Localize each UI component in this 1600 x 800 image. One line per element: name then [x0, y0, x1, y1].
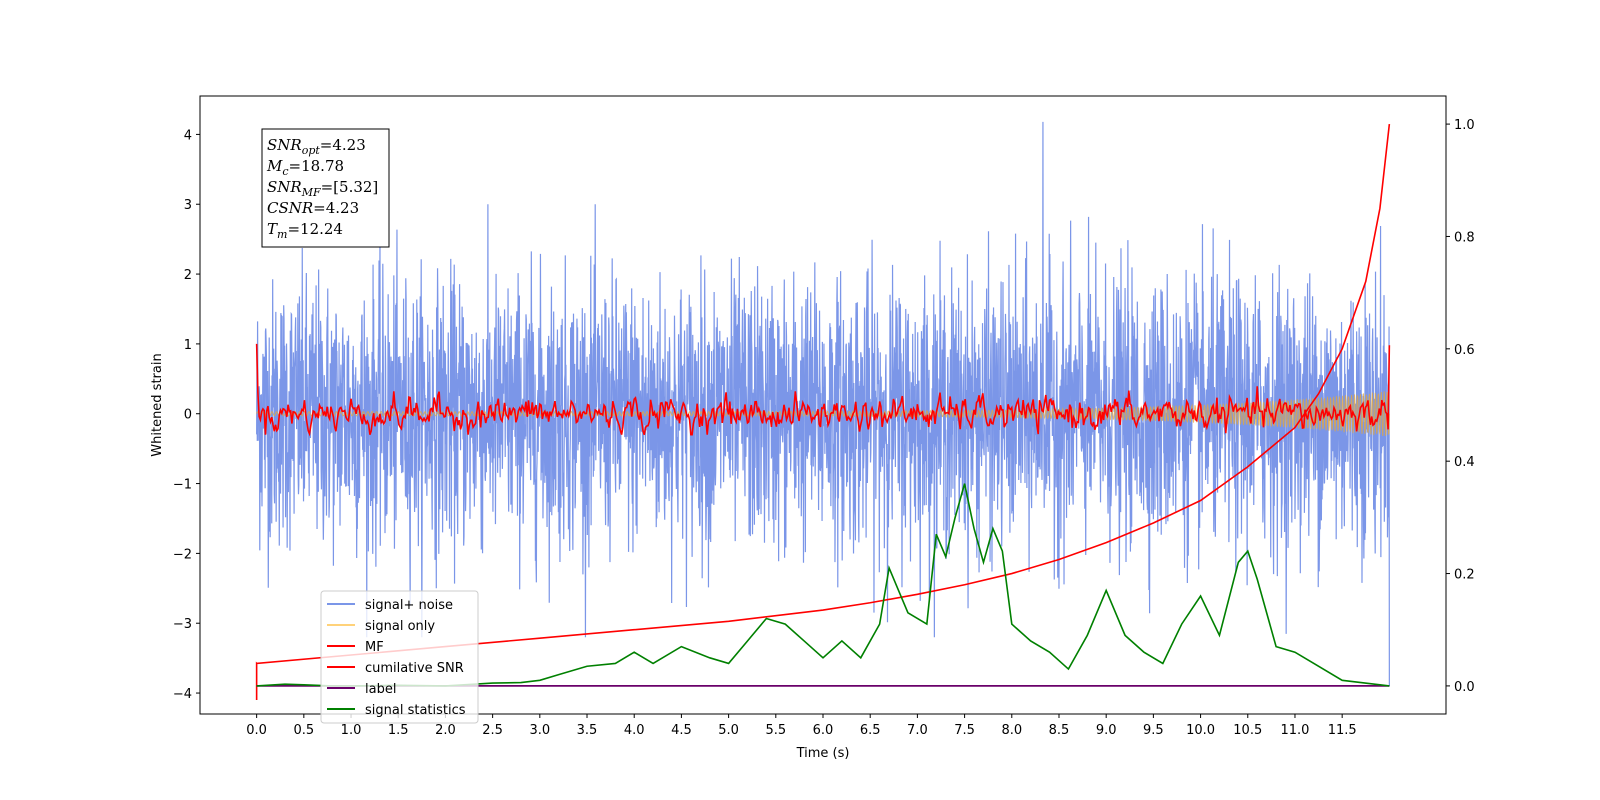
x-tick-label: 2.5 — [482, 723, 503, 738]
annotation-line: SNRMF=[5.32] — [267, 178, 378, 199]
x-tick-label: 0.5 — [293, 723, 314, 738]
x-tick-label: 9.0 — [1096, 723, 1117, 738]
y2-tick-label: 0.8 — [1454, 230, 1475, 245]
x-tick-label: 9.5 — [1143, 723, 1164, 738]
y2-tick-label: 0.2 — [1454, 568, 1475, 583]
y2-tick-label: 0.6 — [1454, 343, 1475, 358]
y-axis-left: 4 3 2 1 0 −1 −2 −3 −4 — [173, 128, 200, 702]
y-tick-label: −3 — [173, 617, 192, 632]
x-tick-label: 5.0 — [718, 723, 739, 738]
x-tick-label: 7.0 — [907, 723, 928, 738]
x-tick-label: 6.0 — [813, 723, 834, 738]
x-tick-label: 1.0 — [341, 723, 362, 738]
y2-tick-label: 0.0 — [1454, 680, 1475, 695]
y-axis-right: 1.0 0.8 0.6 0.4 0.2 0.0 — [1446, 118, 1475, 695]
x-tick-label: 10.0 — [1186, 723, 1215, 738]
x-tick-label: 7.5 — [954, 723, 975, 738]
x-tick-label: 10.5 — [1233, 723, 1262, 738]
y-tick-label: −4 — [173, 687, 192, 702]
y-axis-label: Whitened strain — [150, 353, 165, 456]
x-tick-label: 11.0 — [1280, 723, 1309, 738]
x-tick-label: 5.5 — [765, 723, 786, 738]
annotation-line: Tm=12.24 — [267, 220, 343, 241]
x-tick-label: 1.5 — [388, 723, 409, 738]
x-tick-label: 4.0 — [624, 723, 645, 738]
y2-tick-label: 0.4 — [1454, 455, 1475, 470]
y-tick-label: −1 — [173, 478, 192, 493]
x-tick-label: 0.0 — [246, 723, 267, 738]
x-axis-label: Time (s) — [796, 746, 850, 761]
annotation-line: CSNR=4.23 — [267, 199, 359, 217]
legend-entry: signal only — [365, 619, 435, 634]
signal-statistics-series — [256, 483, 1390, 687]
legend-entry: MF — [365, 640, 384, 655]
legend-entry: label — [365, 682, 396, 697]
y-tick-label: 2 — [184, 268, 192, 283]
x-axis: 0.0 0.5 1.0 1.5 2.0 2.5 3.0 3.5 4.0 4.5 5.0 5.5 6.0 6… — [246, 714, 1357, 738]
signal-noise-series — [256, 121, 1390, 687]
annotation-line: SNRopt=4.23 — [267, 136, 366, 157]
x-tick-label: 3.5 — [577, 723, 598, 738]
y-tick-label: 0 — [184, 408, 192, 423]
legend: signal+ noise signal only MF cumilative SNR… — [320, 590, 479, 724]
mf-line — [255, 343, 1391, 437]
signal-statistics-line — [256, 483, 1390, 687]
legend-entry: signal statistics — [365, 703, 466, 718]
y2-tick-label: 1.0 — [1454, 118, 1475, 133]
annotation-frame — [261, 128, 390, 248]
y-tick-label: −2 — [173, 547, 192, 562]
mf-series — [255, 343, 1391, 437]
legend-frame — [320, 590, 479, 724]
x-tick-label: 4.5 — [671, 723, 692, 738]
x-tick-label: 6.5 — [860, 723, 881, 738]
x-tick-label: 2.0 — [435, 723, 456, 738]
legend-entry: cumilative SNR — [365, 661, 464, 676]
signal-noise-line — [256, 121, 1390, 687]
legend-entry: signal+ noise — [365, 598, 453, 613]
x-tick-label: 8.0 — [1001, 723, 1022, 738]
y-tick-label: 4 — [184, 128, 192, 143]
x-tick-label: 11.5 — [1328, 723, 1357, 738]
x-tick-label: 8.5 — [1049, 723, 1070, 738]
x-tick-label: 3.0 — [529, 723, 550, 738]
annotation-line: Mc=18.78 — [266, 157, 344, 178]
parameter-annotation-box: SNRopt=4.23Mc=18.78SNRMF=[5.32]CSNR=4.23… — [261, 128, 390, 248]
y-tick-label: 3 — [184, 198, 192, 213]
y-tick-label: 1 — [184, 338, 192, 353]
